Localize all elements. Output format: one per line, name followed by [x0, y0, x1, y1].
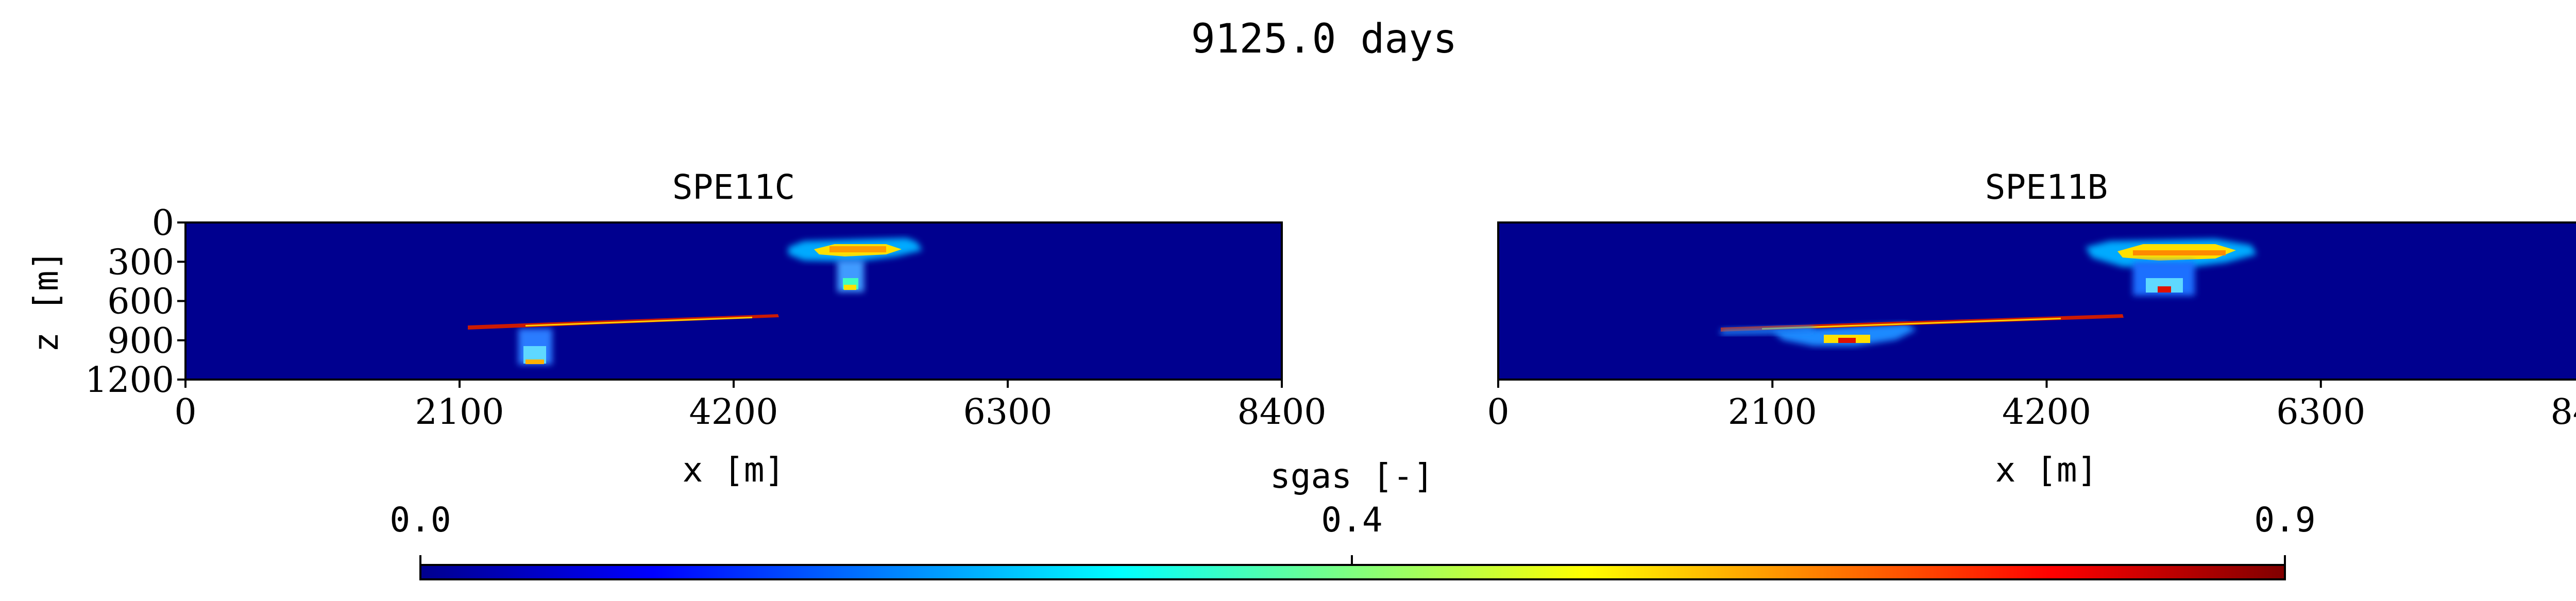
sgas-field-spe11c — [468, 238, 922, 365]
plot-area-spe11b — [1498, 222, 2576, 380]
y-axis-label-spe11c: z [m] — [26, 250, 66, 353]
panel-title-spe11c: SPE11C — [672, 167, 795, 207]
plume-spe11b-upper-orange — [2133, 250, 2226, 255]
x-axis-label-spe11c: x [m] — [683, 450, 785, 490]
colorbar-tick-label-min: 0.0 — [389, 500, 451, 540]
plume-spe11c-upper-base — [844, 285, 856, 290]
y-tick-label-0-2: 600 — [107, 282, 174, 322]
plot-area-spe11c — [185, 222, 1282, 380]
figure-title: 9125.0 days — [1191, 16, 1458, 62]
colorbar-tick-label-mid: 0.4 — [1321, 500, 1382, 540]
x-axis-spe11c: 0 2100 4200 6300 8400 — [174, 380, 1327, 433]
y-tick-label-0-4: 1200 — [85, 360, 174, 401]
colorbar: sgas [-] 0.0 0.4 0.9 — [389, 456, 2316, 580]
colorbar-gradient — [419, 564, 2286, 580]
x-tick-label-0-1: 2100 — [415, 392, 504, 433]
plume-spe11b-upper-base — [2158, 286, 2171, 293]
x-tick-label-0-3: 6300 — [963, 392, 1052, 433]
x-tick-label-1-2: 4200 — [2002, 392, 2091, 433]
x-tick-label-0-2: 4200 — [689, 392, 778, 433]
x-axis-spe11b: 0 2100 4200 6300 8400 — [1487, 380, 2576, 433]
x-tick-label-0-4: 8400 — [1237, 392, 1326, 433]
plume-spe11c-upper-orange — [829, 246, 886, 252]
y-tick-label-0-0: 0 — [152, 203, 174, 244]
y-tick-label-0-1: 300 — [107, 242, 174, 283]
plume-spe11b-lower-base — [1838, 338, 1856, 343]
colorbar-tick-label-max: 0.9 — [2254, 500, 2315, 540]
x-tick-label-1-0: 0 — [1487, 392, 1509, 433]
y-tick-label-0-3: 900 — [107, 321, 174, 362]
panel-title-spe11b: SPE11B — [1985, 167, 2108, 207]
panel-spe11c: SPE11C 0 2100 4200 6300 8400 03006009001200 … — [26, 167, 1327, 490]
x-tick-label-1-4: 8400 — [2550, 392, 2576, 433]
x-tick-label-1-1: 2100 — [1728, 392, 1817, 433]
panel-spe11b: SPE11B 0 2100 4200 6300 8400 x [m] — [1487, 167, 2576, 490]
layer-spe11c-yellow — [526, 317, 752, 327]
x-tick-label-0-0: 0 — [174, 392, 196, 433]
layer-spe11b-blue — [1721, 327, 1814, 335]
sgas-field-spe11b — [1721, 239, 2257, 346]
plume-spe11c-lower-base — [526, 359, 544, 364]
layer-spe11b-yellow — [1762, 318, 2061, 330]
x-axis-label-spe11b: x [m] — [1995, 450, 2098, 490]
colorbar-label: sgas [-] — [1270, 456, 1434, 496]
x-tick-label-1-3: 6300 — [2276, 392, 2365, 433]
